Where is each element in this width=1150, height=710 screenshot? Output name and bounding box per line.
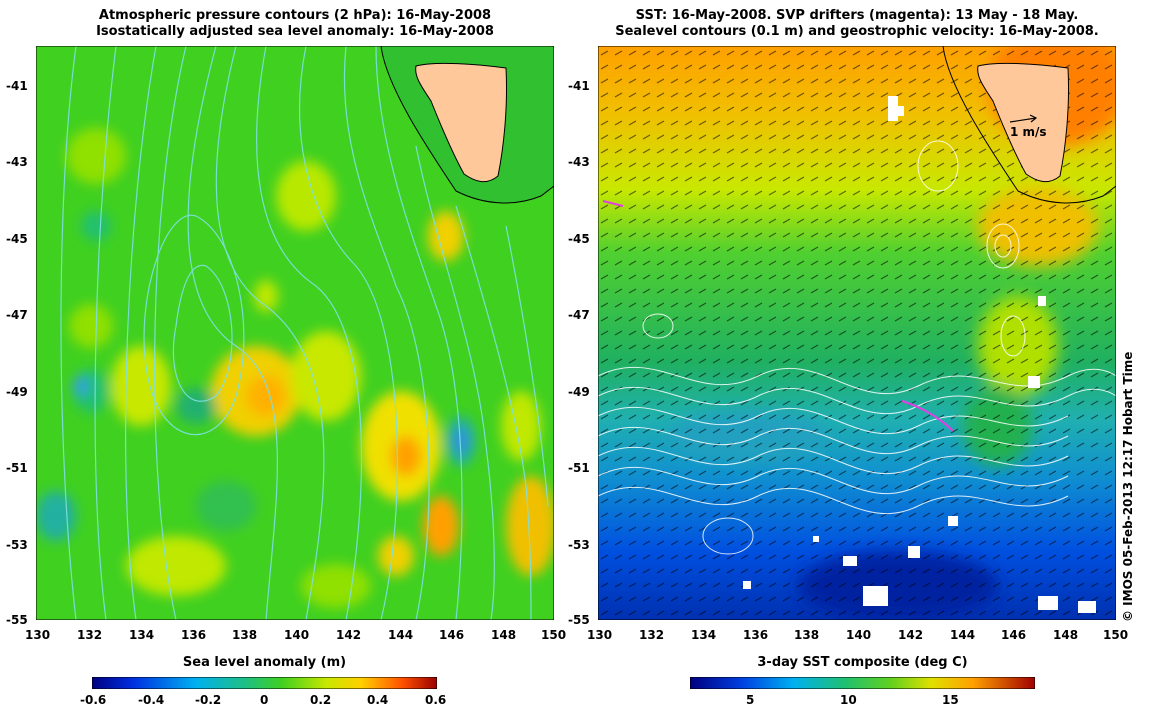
lat-tick: -45 [6,232,28,246]
sst-map [598,46,1116,620]
colorbar-tick: -0.2 [195,693,222,707]
right-colorbar-label: 3-day SST composite (deg C) [757,655,968,670]
lat-tick: -51 [568,461,590,475]
lon-tick: 134 [691,628,717,642]
lat-tick: -53 [6,538,28,552]
lon-tick: 148 [491,628,517,642]
sst-colorbar [690,677,1035,689]
lon-tick: 132 [639,628,665,642]
lat-tick: -49 [568,385,590,399]
colorbar-tick: 10 [840,693,857,707]
lat-tick: -41 [6,79,28,93]
lon-tick: 144 [950,628,976,642]
lon-tick: 136 [181,628,207,642]
sea-level-colorbar [92,677,437,689]
lon-tick: 140 [846,628,872,642]
velocity-scale-label: 1 m/s [1010,125,1047,139]
right-title-line1: SST: 16-May-2008. SVP drifters (magenta)… [635,8,1079,23]
colorbar-tick: 0.6 [425,693,447,707]
left-title-line1: Atmospheric pressure contours (2 hPa): 1… [98,8,492,23]
lon-tick: 140 [284,628,310,642]
lon-tick: 138 [794,628,820,642]
lon-tick: 138 [232,628,258,642]
lon-tick: 132 [77,628,103,642]
colorbar-tick: 0 [260,693,269,707]
lon-tick: 136 [743,628,769,642]
right-title: SST: 16-May-2008. SVP drifters (magenta)… [598,8,1116,40]
lat-tick: -55 [568,613,590,627]
colorbar-tick: -0.6 [80,693,107,707]
lat-tick: -55 [6,613,28,627]
lon-tick: 142 [336,628,362,642]
left-title-line2: Isostatically adjusted sea level anomaly… [96,24,494,39]
right-title-line2: Sealevel contours (0.1 m) and geostrophi… [615,24,1099,39]
lon-tick: 130 [587,628,613,642]
left-title: Atmospheric pressure contours (2 hPa): 1… [36,8,554,40]
lon-tick: 150 [541,628,567,642]
lon-tick: 146 [439,628,465,642]
lat-tick: -47 [568,308,590,322]
left-colorbar-label: Sea level anomaly (m) [182,655,347,670]
lon-tick: 148 [1053,628,1079,642]
lon-tick: 134 [129,628,155,642]
lat-tick: -51 [6,461,28,475]
lon-tick: 150 [1103,628,1129,642]
credit-text: © IMOS 05-Feb-2013 12:17 Hobart Time [1121,351,1135,622]
lon-tick: 130 [25,628,51,642]
lat-tick: -41 [568,79,590,93]
lat-tick: -45 [568,232,590,246]
colorbar-tick: -0.4 [138,693,165,707]
sea-level-anomaly-map [36,46,554,620]
lon-tick: 146 [1001,628,1027,642]
lon-tick: 144 [388,628,414,642]
lat-tick: -47 [6,308,28,322]
lat-tick: -53 [568,538,590,552]
colorbar-tick: 0.4 [367,693,389,707]
lat-tick: -43 [568,155,590,169]
colorbar-tick: 0.2 [310,693,332,707]
colorbar-tick: 15 [942,693,959,707]
lat-tick: -43 [6,155,28,169]
lon-tick: 142 [898,628,924,642]
colorbar-tick: 5 [746,693,755,707]
lat-tick: -49 [6,385,28,399]
